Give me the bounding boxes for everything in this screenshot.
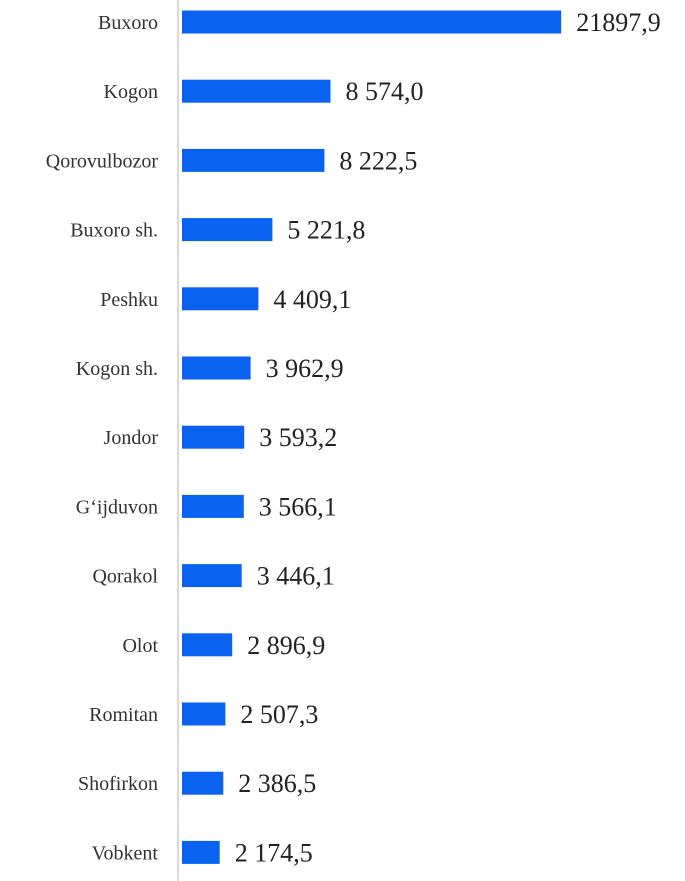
- bar: [182, 771, 224, 795]
- bar: [182, 425, 245, 449]
- category-label: Kogon sh.: [76, 358, 158, 380]
- data-label: 3 962,9: [266, 354, 344, 383]
- data-label: 4 409,1: [273, 285, 351, 314]
- category-label: Romitan: [89, 704, 158, 726]
- data-label: 5 221,8: [287, 216, 365, 245]
- bar: [182, 633, 233, 657]
- bar-group: [182, 10, 562, 864]
- bar: [182, 287, 259, 311]
- bar: [182, 702, 226, 726]
- bar: [182, 79, 331, 103]
- category-label: Vobkent: [92, 842, 159, 864]
- data-label: 8 222,5: [339, 146, 417, 175]
- data-label: 2 174,5: [235, 838, 313, 867]
- bar: [182, 10, 562, 34]
- category-label: Buxoro: [98, 12, 158, 34]
- data-label: 2 507,3: [240, 700, 318, 729]
- bar: [182, 494, 244, 518]
- bar: [182, 218, 273, 242]
- category-label: Qorovulbozor: [46, 150, 159, 172]
- bar: [182, 840, 220, 864]
- data-label: 2 896,9: [247, 631, 325, 660]
- data-label: 2 386,5: [238, 769, 316, 798]
- bar: [182, 356, 251, 380]
- bar: [182, 148, 325, 172]
- category-label: Qorakol: [92, 566, 158, 588]
- data-label: 3 446,1: [257, 562, 335, 591]
- value-label-group: 21897,9 8 574,0 8 222,5 5 221,8 4 409,1 3 962…: [235, 8, 661, 867]
- category-label-group: Buxoro Kogon Qorovulbozor Buxoro sh. Peshku K…: [46, 12, 159, 864]
- data-label: 3 593,2: [259, 423, 337, 452]
- category-label: Olot: [122, 635, 158, 657]
- data-label: 21897,9: [576, 8, 661, 37]
- data-label: 8 574,0: [346, 77, 424, 106]
- category-label: Peshku: [100, 289, 158, 311]
- data-label: 3 566,1: [259, 492, 337, 521]
- category-label: Kogon: [104, 81, 158, 103]
- bar: [182, 564, 242, 588]
- category-label: G‘ijduvon: [76, 496, 158, 518]
- category-label: Buxoro sh.: [70, 220, 158, 242]
- category-label: Shofirkon: [78, 773, 158, 795]
- category-label: Jondor: [104, 427, 159, 449]
